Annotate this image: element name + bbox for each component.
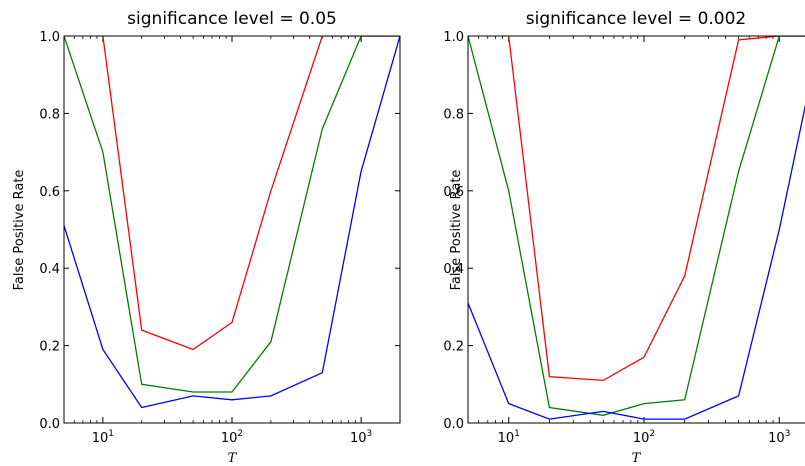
panel-right-series-red-line xyxy=(508,36,805,382)
panel-left-ylabel: False Positive Rate xyxy=(12,170,27,291)
panel-right-ytick-label: 0.0 xyxy=(443,417,464,432)
panel-left-ytick-label: 0.4 xyxy=(39,262,60,277)
panel-right-ylabel: False Positive Rate xyxy=(449,170,464,291)
panel-left-ticks: 0.0 0.2 0.4 0.6 0.8 1.0 101 102 103 xyxy=(39,30,401,446)
panel-right: significance level = 0.002 False Positiv… xyxy=(443,9,805,466)
panel-left-ytick-label: 0.0 xyxy=(39,417,60,432)
panel-left-xtick-label: 101 xyxy=(92,429,114,446)
panel-right-ticks: 0.0 0.2 0.4 0.6 0.8 1.0 101 102 103 xyxy=(443,30,790,446)
panel-left-title: significance level = 0.05 xyxy=(127,9,337,29)
panel-right-xtick-label: 102 xyxy=(633,429,655,446)
panel-left-frame xyxy=(63,35,401,424)
panel-right-ytick-label: 0.2 xyxy=(443,340,464,355)
panel-right-xlabel: T xyxy=(632,451,642,466)
panel-left-ytick-label: 0.8 xyxy=(39,107,60,122)
panel-right-xtick-label: 101 xyxy=(498,429,520,446)
panel-right-series-green-line xyxy=(468,36,805,416)
panel-left-ytick-label: 1.0 xyxy=(39,30,60,45)
panel-left-xtick-label: 103 xyxy=(350,429,372,446)
panel-left-xtick-label: 102 xyxy=(221,429,243,446)
panel-left-ytick-label: 0.2 xyxy=(39,340,60,355)
panel-left-series-blue-line xyxy=(64,36,400,409)
panel-right-ytick-label: 0.6 xyxy=(443,185,464,200)
panel-left-series-red-line xyxy=(102,36,400,351)
panel-left-series-green-line xyxy=(64,36,400,393)
panel-left: significance level = 0.05 False Positive… xyxy=(12,9,401,466)
panel-right-xtick-label: 103 xyxy=(768,429,790,446)
panel-left-ytick-label: 0.6 xyxy=(39,185,60,200)
panel-right-series-blue-line xyxy=(468,104,805,420)
panel-right-ytick-label: 0.4 xyxy=(443,262,464,277)
panel-right-ytick-label: 1.0 xyxy=(443,30,464,45)
panel-right-plot-area xyxy=(468,36,805,420)
panel-left-plot-area xyxy=(64,36,400,409)
panel-left-xlabel: T xyxy=(228,451,238,466)
panel-right-frame xyxy=(467,35,805,424)
panel-right-title: significance level = 0.002 xyxy=(526,9,746,29)
panel-right-ytick-label: 0.8 xyxy=(443,107,464,122)
